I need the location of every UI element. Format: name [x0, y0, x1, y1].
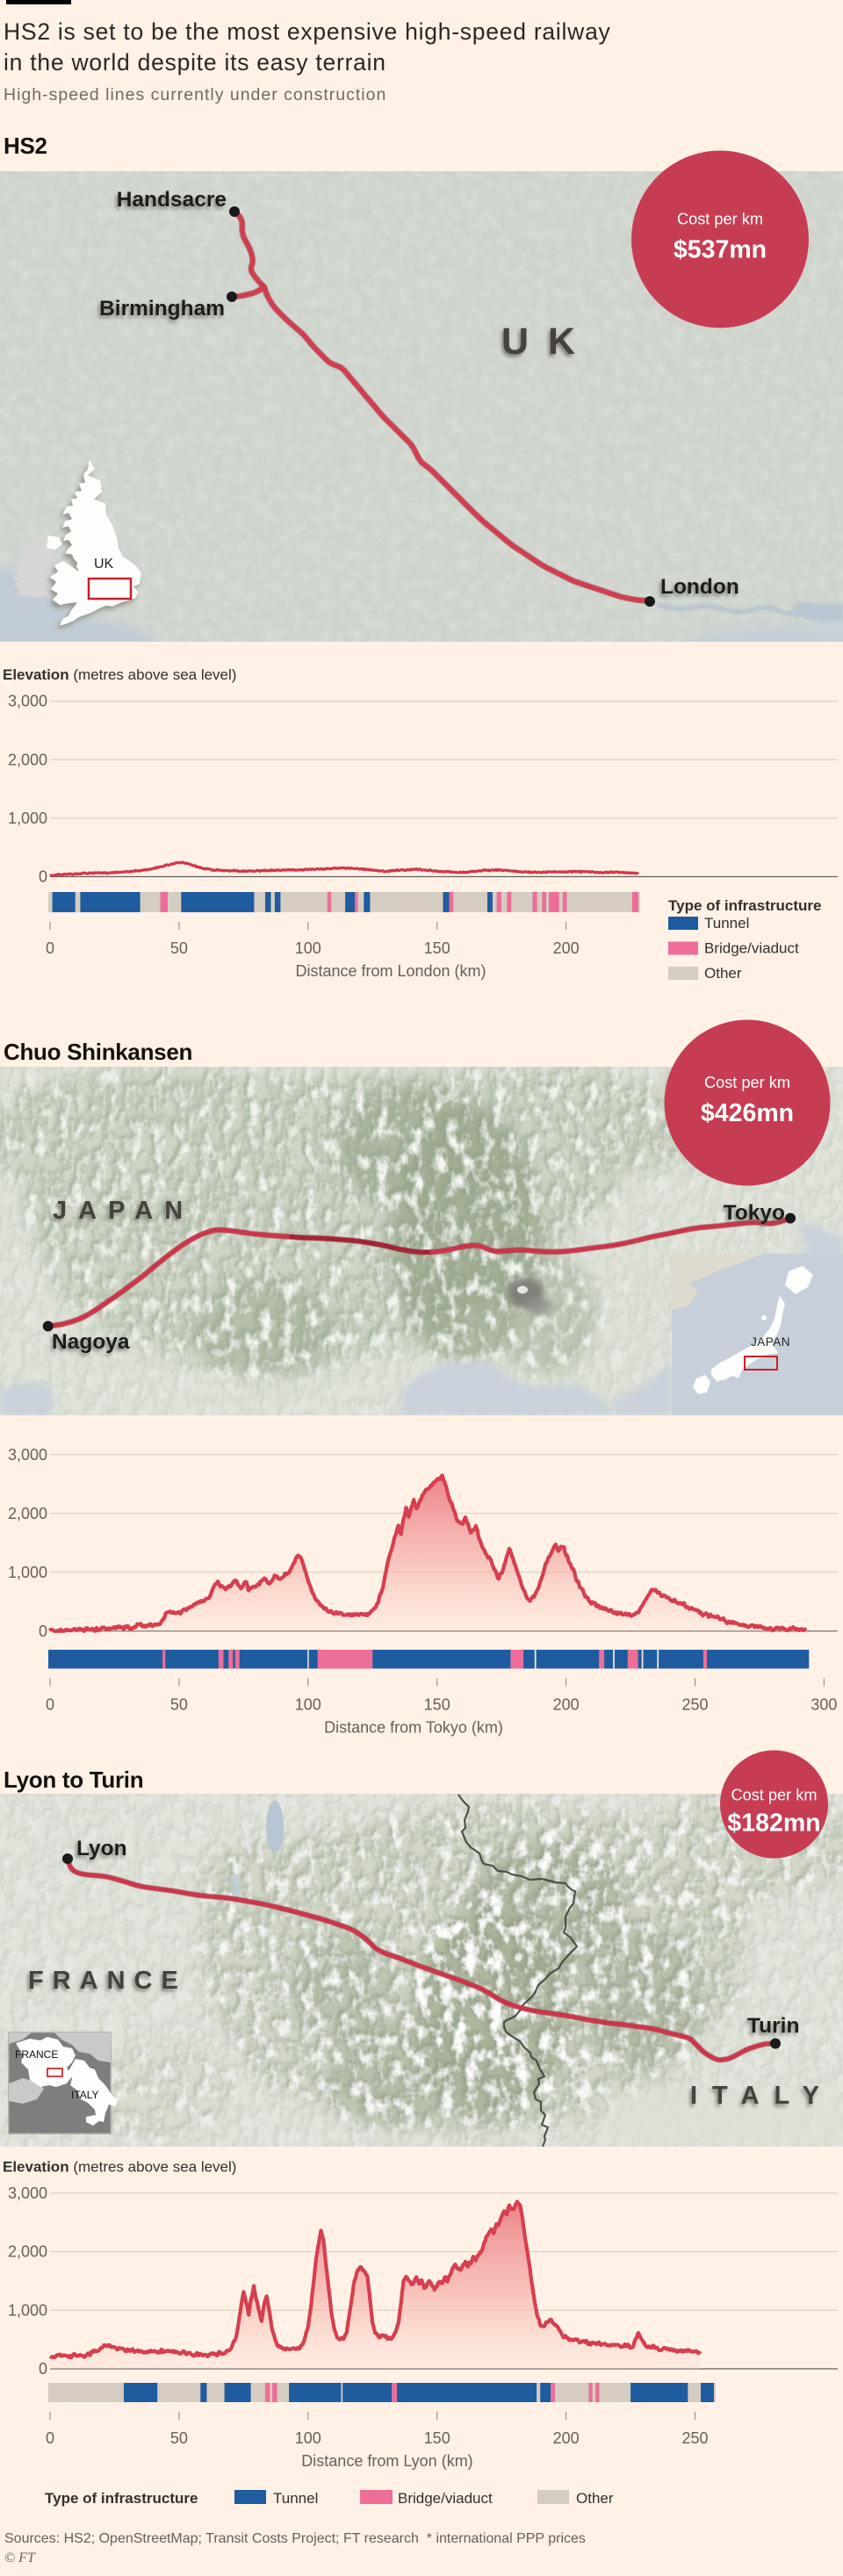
svg-text:ITALY: ITALY	[71, 2089, 99, 2101]
svg-text:$426mn: $426mn	[701, 1099, 794, 1127]
svg-text:Elevation (metres above sea le: Elevation (metres above sea level)	[3, 2159, 236, 2176]
svg-text:100: 100	[295, 1696, 321, 1714]
svg-text:$537mn: $537mn	[674, 236, 767, 264]
svg-text:Bridge/viaduct: Bridge/viaduct	[398, 2490, 493, 2507]
svg-text:50: 50	[170, 2429, 188, 2447]
svg-text:London: London	[660, 575, 739, 599]
svg-text:1,000: 1,000	[8, 2301, 47, 2319]
svg-text:1,000: 1,000	[8, 1564, 47, 1581]
svg-text:Turin: Turin	[747, 2014, 799, 2038]
svg-text:2,000: 2,000	[8, 2243, 47, 2261]
svg-text:Tokyo: Tokyo	[724, 1201, 785, 1225]
svg-text:150: 150	[424, 1696, 450, 1714]
svg-text:Other: Other	[576, 2490, 614, 2507]
svg-text:0: 0	[39, 868, 47, 886]
svg-text:Other: Other	[704, 965, 742, 982]
svg-text:Sources: HS2; OpenStreetMap; T: Sources: HS2; OpenStreetMap; Transit Cos…	[4, 2531, 586, 2546]
svg-text:200: 200	[553, 939, 580, 957]
svg-text:FRANCE: FRANCE	[28, 1967, 187, 1995]
svg-text:JAPAN: JAPAN	[53, 1197, 194, 1225]
svg-text:Handsacre: Handsacre	[117, 188, 227, 212]
svg-text:200: 200	[553, 1696, 580, 1714]
svg-text:Birmingham: Birmingham	[99, 297, 225, 320]
svg-text:3,000: 3,000	[8, 1446, 47, 1464]
svg-text:2,000: 2,000	[8, 751, 47, 768]
svg-text:0: 0	[46, 2429, 54, 2447]
svg-text:200: 200	[553, 2429, 580, 2447]
svg-text:Cost per km: Cost per km	[731, 1786, 817, 1803]
svg-text:250: 250	[681, 1696, 708, 1714]
svg-text:Type of infrastructure: Type of infrastructure	[45, 2490, 198, 2507]
svg-text:0: 0	[39, 2360, 47, 2378]
svg-text:0: 0	[46, 939, 54, 957]
svg-text:50: 50	[170, 1696, 188, 1714]
svg-text:150: 150	[424, 2429, 450, 2447]
svg-text:Cost per km: Cost per km	[677, 211, 763, 228]
svg-text:100: 100	[295, 939, 321, 957]
svg-text:Elevation (metres above sea le: Elevation (metres above sea level)	[3, 666, 236, 683]
svg-text:150: 150	[424, 939, 450, 957]
svg-text:3,000: 3,000	[8, 693, 47, 710]
svg-text:Bridge/viaduct: Bridge/viaduct	[704, 940, 799, 957]
svg-text:1,000: 1,000	[8, 809, 47, 827]
svg-text:300: 300	[811, 1696, 837, 1714]
svg-text:Lyon: Lyon	[76, 1837, 127, 1860]
svg-text:JAPAN: JAPAN	[751, 1335, 790, 1349]
svg-text:Distance from London (km): Distance from London (km)	[295, 962, 486, 980]
svg-text:Distance from Lyon (km): Distance from Lyon (km)	[301, 2452, 472, 2470]
svg-text:Nagoya: Nagoya	[52, 1330, 130, 1354]
svg-text:3,000: 3,000	[8, 2184, 47, 2202]
svg-text:Distance from Tokyo (km): Distance from Tokyo (km)	[324, 1719, 503, 1737]
svg-text:0: 0	[39, 1623, 47, 1640]
svg-text:250: 250	[681, 2429, 708, 2447]
svg-text:FRANCE: FRANCE	[15, 2048, 58, 2061]
svg-text:UK: UK	[94, 557, 114, 572]
svg-text:Type of infrastructure: Type of infrastructure	[668, 897, 821, 914]
svg-text:Tunnel: Tunnel	[273, 2490, 318, 2507]
svg-text:ITALY: ITALY	[690, 2082, 834, 2110]
svg-text:Cost per km: Cost per km	[704, 1074, 790, 1091]
svg-text:100: 100	[295, 2429, 321, 2447]
svg-text:Tunnel: Tunnel	[704, 915, 749, 932]
svg-text:$182mn: $182mn	[727, 1810, 820, 1838]
svg-text:0: 0	[46, 1696, 54, 1714]
svg-text:U K: U K	[501, 320, 580, 363]
svg-text:50: 50	[170, 939, 188, 957]
svg-text:© FT: © FT	[4, 2551, 36, 2565]
svg-text:2,000: 2,000	[8, 1505, 47, 1522]
